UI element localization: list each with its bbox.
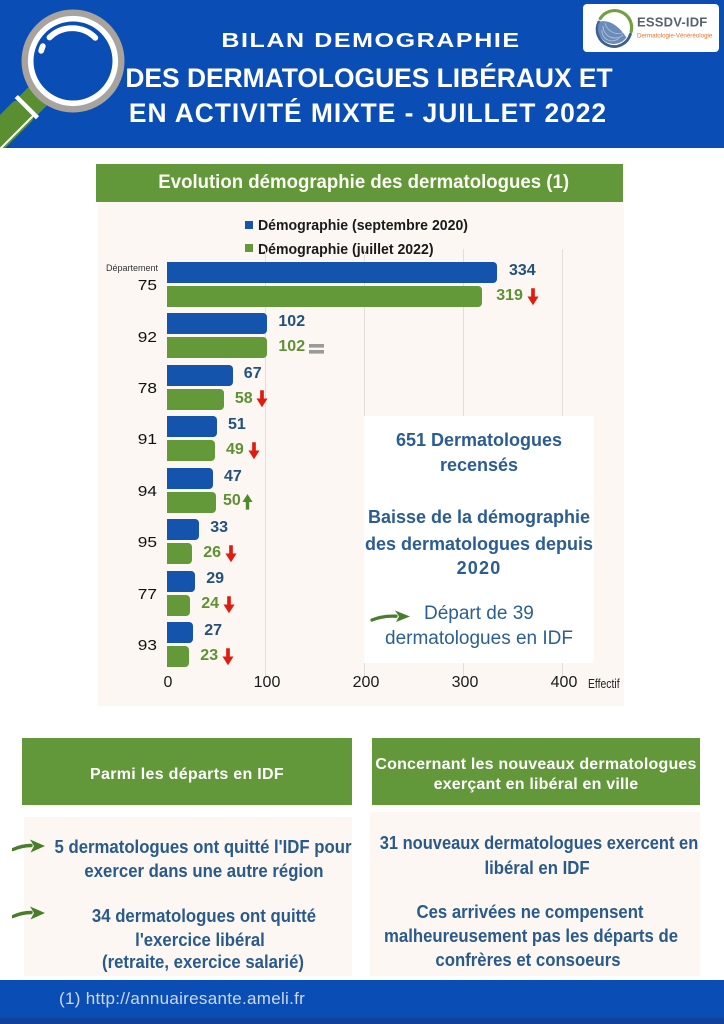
svg-text:ESSDV-IDF: ESSDV-IDF [637, 15, 707, 30]
svg-text:Dermatologie-Vénéréologie: Dermatologie-Vénéréologie [637, 33, 713, 40]
